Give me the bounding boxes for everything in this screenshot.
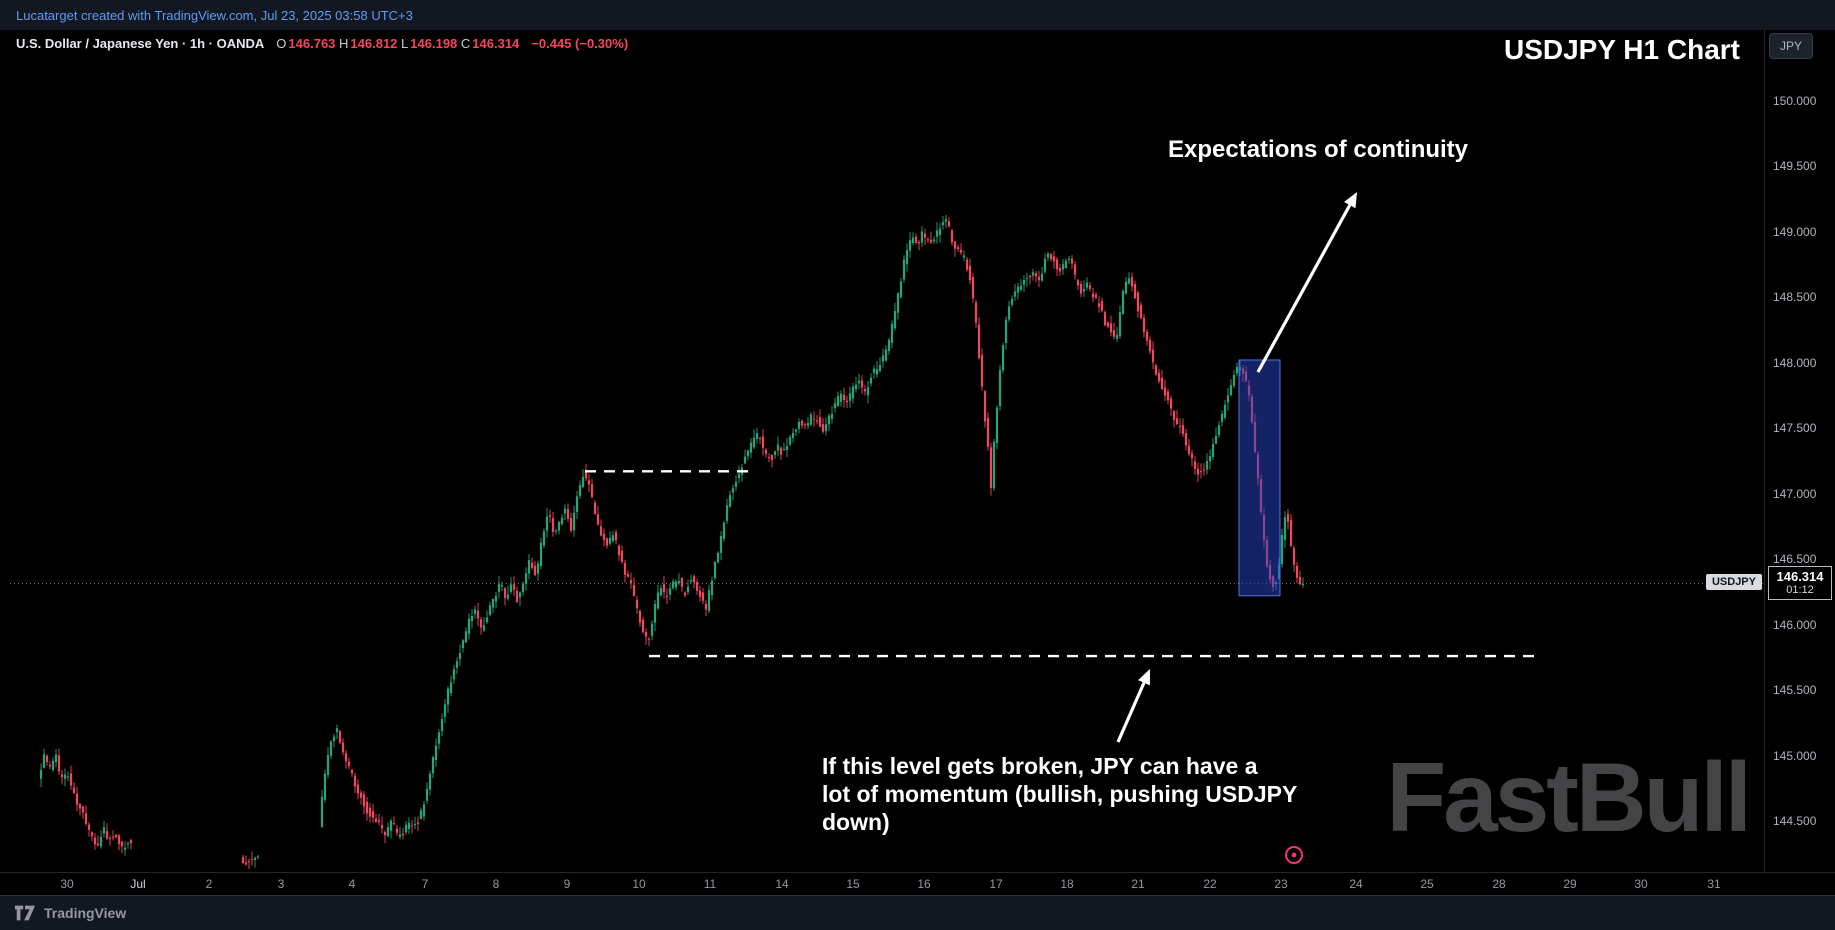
price-tick-label: 149.000	[1773, 224, 1817, 239]
price-tick-label: 150.000	[1773, 93, 1817, 108]
current-price-value: 146.314	[1776, 569, 1824, 585]
time-tick-label: 15	[846, 877, 860, 891]
ohlc-item: H 146.812	[339, 36, 398, 51]
top-attribution-bar: Lucatarget created with TradingView.com,…	[0, 0, 1835, 30]
time-tick-label: 14	[775, 877, 789, 891]
attribution-text: Lucatarget created with TradingView.com,…	[16, 7, 413, 23]
price-axis[interactable]: JPY 150.000 149.500 149.000 148.500 148.000 1…	[1764, 30, 1835, 872]
time-tick-label: 8	[492, 877, 500, 891]
price-tick-label: 145.000	[1773, 748, 1817, 763]
time-tick-label: 2	[205, 877, 213, 891]
price-tick-label: 147.500	[1773, 421, 1817, 436]
current-price-badge: 146.314 01:12	[1768, 566, 1832, 601]
annotation-breakdown: If this level gets broken, JPY can have …	[822, 752, 1297, 836]
time-tick-label: 16	[917, 877, 931, 891]
chart-title-overlay: USDJPY H1 Chart	[1503, 34, 1740, 65]
ohlc-item: C 146.314	[460, 36, 520, 51]
price-tick-label: 145.500	[1773, 683, 1817, 698]
time-tick-label: 11	[703, 877, 717, 891]
calendar-event-icon[interactable]	[1283, 844, 1305, 866]
time-tick-label: 23	[1274, 877, 1288, 891]
price-tick-label: 148.500	[1773, 290, 1817, 305]
time-tick-label: 7	[421, 877, 429, 891]
annotation-breakdown-line: down)	[822, 809, 890, 835]
price-tick-label: 149.500	[1773, 159, 1817, 174]
time-tick-label: 28	[1492, 877, 1506, 891]
time-tick-label: 17	[989, 877, 1003, 891]
price-tick-label: 146.000	[1773, 617, 1817, 632]
time-tick-label: 31	[1707, 877, 1721, 891]
time-tick-label: 30	[1634, 877, 1648, 891]
bar-countdown: 01:12	[1786, 584, 1814, 597]
annotation-continuity: Expectations of continuity	[1168, 136, 1469, 163]
symbol-title[interactable]: U.S. Dollar / Japanese Yen · 1h · OANDA	[16, 36, 265, 51]
time-tick-label: Jul	[130, 877, 146, 891]
ohlc-values: O 146.763 H 146.812 L 146.198 C 146.314	[276, 36, 519, 51]
ohlc-item: O 146.763	[276, 36, 336, 51]
time-tick-label: 30	[60, 877, 74, 891]
price-tick-label: 146.500	[1773, 552, 1817, 567]
symbol-legend[interactable]: U.S. Dollar / Japanese Yen · 1h · OANDA …	[16, 36, 628, 51]
time-tick-label: 18	[1060, 877, 1074, 891]
price-tick-label: 148.000	[1773, 355, 1817, 370]
time-tick-label: 25	[1420, 877, 1434, 891]
time-tick-label: 4	[348, 877, 356, 891]
time-tick-label: 22	[1203, 877, 1217, 891]
annotation-breakdown-line: lot of momentum (bullish, pushing USDJPY	[822, 781, 1298, 807]
change-value: −0.445 (−0.30%)	[531, 36, 629, 51]
tradingview-logo-icon[interactable]	[14, 904, 36, 922]
ohlc-item: L 146.198	[401, 36, 458, 51]
price-tick-label: 147.000	[1773, 486, 1817, 501]
time-tick-label: 21	[1131, 877, 1145, 891]
time-tick-label: 29	[1563, 877, 1577, 891]
time-tick-label: 24	[1349, 877, 1363, 891]
time-tick-label: 3	[277, 877, 285, 891]
price-line-symbol-label: USDJPY	[1705, 574, 1762, 591]
time-axis[interactable]: 30 Jul 2 3 4 7 8 9 10 11 14 15 16 17 18 21 22 23 24 25 28 29 3…	[0, 872, 1835, 895]
time-tick-label: 9	[563, 877, 571, 891]
time-tick-label: 10	[632, 877, 646, 891]
fastbull-watermark: FastBull	[1386, 742, 1752, 852]
currency-unit-chip[interactable]: JPY	[1769, 33, 1813, 59]
tradingview-brand-text[interactable]: TradingView	[44, 905, 127, 921]
price-tick-label: 144.500	[1773, 814, 1817, 829]
footer-bar: TradingView	[0, 895, 1835, 930]
annotation-breakdown-line: If this level gets broken, JPY can have …	[822, 753, 1258, 779]
